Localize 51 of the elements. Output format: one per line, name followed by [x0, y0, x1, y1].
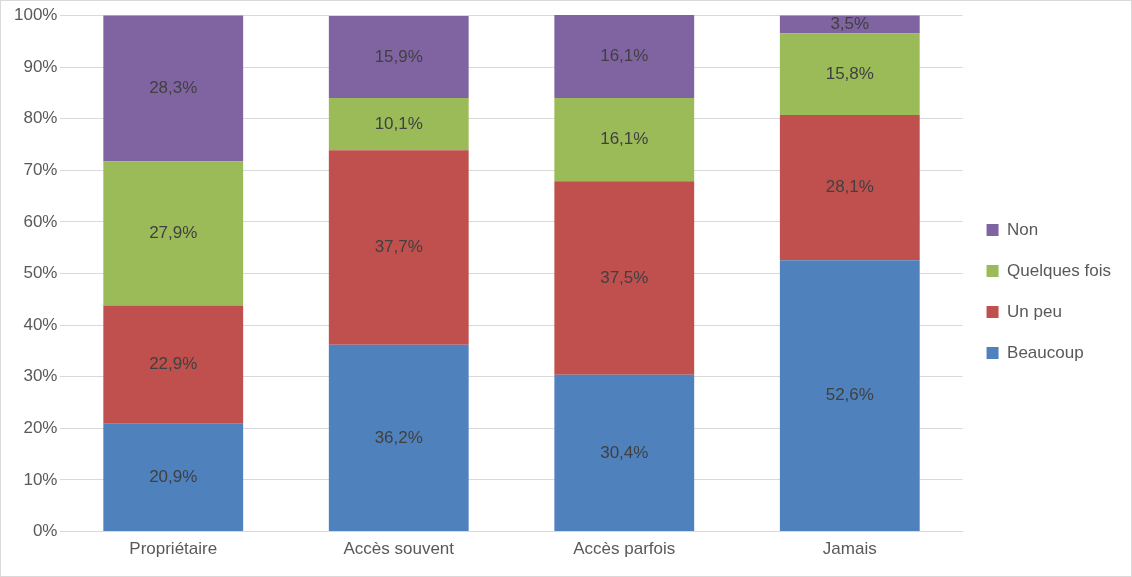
data-label: 16,1% — [600, 129, 649, 149]
data-label: 16,1% — [600, 46, 649, 66]
y-tick-label: 10% — [23, 469, 58, 489]
data-label: 37,5% — [600, 267, 649, 287]
y-tick-label: 70% — [23, 160, 58, 180]
bar — [103, 423, 244, 532]
legend-label: Un peu — [1007, 301, 1062, 321]
bar — [779, 15, 920, 34]
data-label: 10,1% — [374, 113, 423, 133]
x-tick-label: Propriétaire — [129, 539, 218, 559]
data-label: 3,5% — [830, 14, 870, 34]
y-tick-label: 100% — [14, 5, 58, 25]
bar — [554, 15, 695, 99]
bar — [328, 150, 469, 345]
y-tick-label: 60% — [23, 211, 58, 231]
legend-label: Non — [1007, 219, 1039, 239]
y-tick-label: 20% — [23, 418, 58, 438]
y-tick-label: 50% — [23, 263, 58, 283]
data-label: 28,3% — [149, 78, 198, 98]
bar — [554, 374, 695, 532]
y-tick-label: 80% — [23, 108, 58, 128]
bar — [103, 305, 244, 424]
bar — [328, 98, 469, 151]
y-tick-label: 30% — [23, 366, 58, 386]
x-tick-label: Jamais — [822, 539, 877, 559]
bar — [328, 344, 469, 532]
y-tick-label: 90% — [23, 56, 58, 76]
data-label: 27,9% — [149, 223, 198, 243]
legend-label: Beaucoup — [1007, 342, 1084, 362]
bar — [103, 161, 244, 306]
data-label: 28,1% — [825, 177, 874, 197]
data-label: 37,7% — [374, 237, 423, 257]
bar — [103, 15, 244, 162]
data-label: 15,8% — [825, 64, 874, 84]
x-tick-label: Accès souvent — [343, 539, 455, 559]
x-tick-label: Accès parfois — [573, 539, 676, 559]
bar — [779, 115, 920, 261]
bar — [554, 181, 695, 375]
y-tick-label: 40% — [23, 314, 58, 334]
legend-label: Quelques fois — [1007, 260, 1111, 280]
data-label: 20,9% — [149, 467, 198, 487]
data-label: 52,6% — [825, 385, 874, 405]
bar — [779, 260, 920, 532]
bar — [554, 98, 695, 182]
data-label: 15,9% — [374, 46, 423, 66]
bar — [328, 16, 469, 99]
data-label: 36,2% — [374, 427, 423, 447]
bar — [779, 33, 920, 116]
data-label: 22,9% — [149, 354, 198, 374]
data-label: 30,4% — [600, 442, 649, 462]
y-tick-label: 0% — [32, 521, 58, 541]
